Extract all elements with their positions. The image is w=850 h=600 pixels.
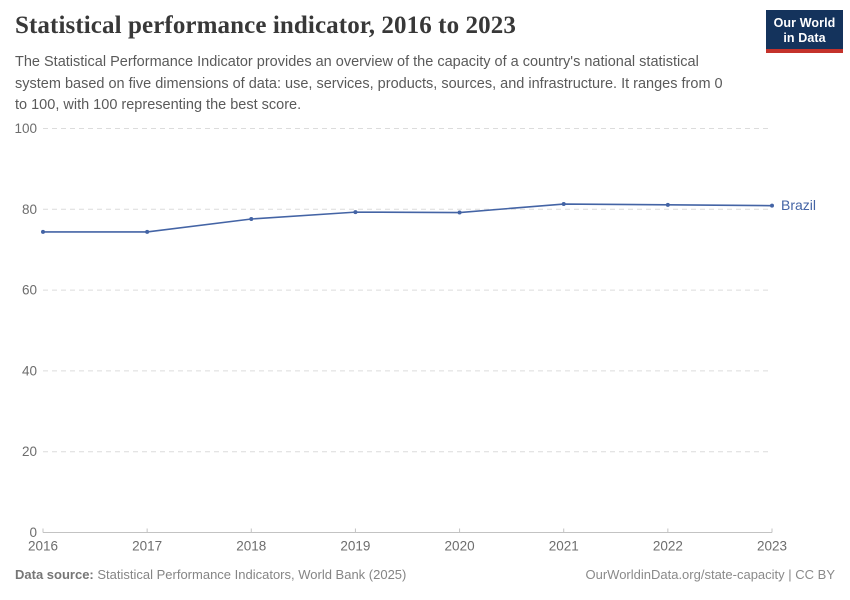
x-axis-tick-label: 2022 bbox=[653, 539, 683, 554]
data-point[interactable] bbox=[249, 216, 254, 221]
data-source-text: Statistical Performance Indicators, Worl… bbox=[93, 567, 407, 582]
data-point[interactable] bbox=[457, 210, 462, 215]
owid-url-license-link[interactable]: OurWorldinData.org/state-capacity | CC B… bbox=[585, 567, 835, 582]
x-axis-tick-label: 2021 bbox=[549, 539, 579, 554]
series-end-label: Brazil bbox=[781, 197, 816, 213]
data-source-label: Data source: bbox=[15, 567, 94, 582]
data-point[interactable] bbox=[665, 202, 670, 207]
x-axis-tick-label: 2017 bbox=[132, 539, 162, 554]
y-axis-tick-label: 0 bbox=[29, 525, 37, 540]
data-line-brazil bbox=[43, 203, 773, 233]
x-axis-tick-label: 2019 bbox=[340, 539, 370, 554]
x-axis-tick-label: 2020 bbox=[445, 539, 475, 554]
y-axis-tick-label: 60 bbox=[22, 283, 37, 298]
y-axis-tick-label: 20 bbox=[22, 444, 37, 459]
page-title: Statistical performance indicator, 2016 … bbox=[15, 12, 516, 39]
x-axis-tick-label: 2016 bbox=[28, 539, 58, 554]
chart-subtitle: The Statistical Performance Indicator pr… bbox=[15, 54, 723, 113]
data-point[interactable] bbox=[145, 229, 150, 234]
y-axis-tick-label: 100 bbox=[14, 121, 37, 136]
owid-logo[interactable]: Our World in Data bbox=[766, 10, 843, 53]
data-point[interactable] bbox=[353, 210, 358, 215]
x-axis-tick-label: 2018 bbox=[236, 539, 266, 554]
data-point[interactable] bbox=[41, 229, 45, 234]
chart-footer: Data source: Statistical Performance Ind… bbox=[15, 567, 835, 582]
data-point[interactable] bbox=[770, 203, 774, 208]
logo-text-line1: Our World bbox=[773, 16, 836, 30]
x-axis-tick-label: 2023 bbox=[757, 539, 787, 554]
data-point[interactable] bbox=[561, 202, 566, 207]
y-axis-tick-label: 40 bbox=[22, 363, 37, 378]
y-axis-tick-label: 80 bbox=[22, 202, 37, 217]
logo-red-bar bbox=[766, 49, 843, 53]
logo-text-line2: in Data bbox=[783, 31, 826, 45]
data-source-note: Data source: Statistical Performance Ind… bbox=[15, 567, 406, 582]
